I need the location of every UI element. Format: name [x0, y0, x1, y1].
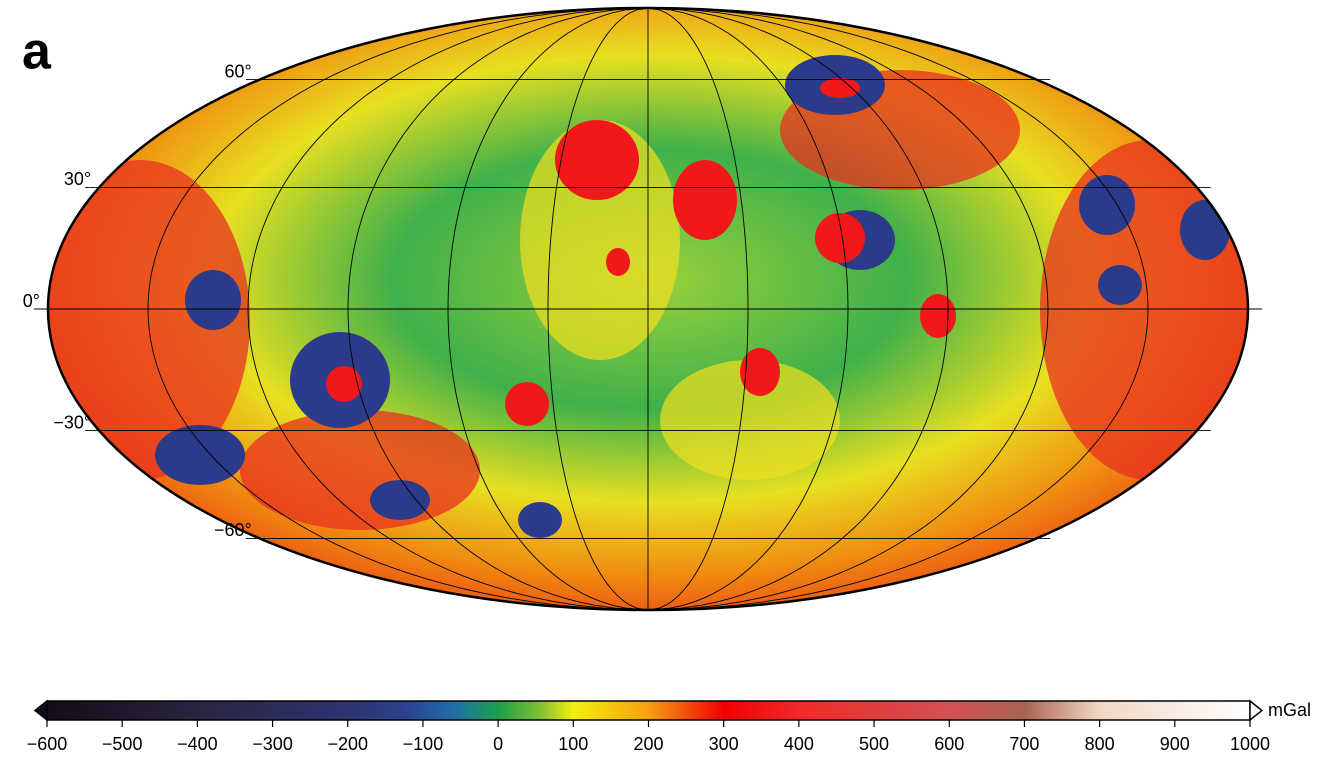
lat-label: 60° [224, 61, 251, 81]
lat-label: −60° [214, 520, 252, 540]
colorbar-tick-label: −600 [27, 734, 68, 754]
colorbar-tick-label: 900 [1160, 734, 1190, 754]
colorbar-unit: mGal [1268, 700, 1311, 720]
colorbar-tick-label: 1000 [1230, 734, 1270, 754]
colorbar-tick-label: 200 [633, 734, 663, 754]
colorbar-tick-label: 300 [709, 734, 739, 754]
lat-label: 0° [23, 291, 40, 311]
colorbar-tick-label: −100 [403, 734, 444, 754]
colorbar-tick-label: 100 [558, 734, 588, 754]
colorbar-tick-label: 500 [859, 734, 889, 754]
colorbar-tick-label: 800 [1085, 734, 1115, 754]
colorbar-low-arrow [33, 699, 48, 722]
panel-label: a [22, 23, 52, 81]
colorbar-tick-label: 0 [493, 734, 503, 754]
lat-label: −30° [53, 412, 91, 432]
colorbar-tick-label: −400 [177, 734, 218, 754]
colorbar-high-arrow [1249, 699, 1264, 722]
colorbar-tick-label: −300 [252, 734, 293, 754]
colorbar-tick-label: 600 [934, 734, 964, 754]
colorbar-tick-label: −500 [102, 734, 143, 754]
lat-label: 30° [64, 169, 91, 189]
colorbar-tick-label: 700 [1009, 734, 1039, 754]
colorbar: mGal −600 −500 −400 −300 −200 −100 0 100 200 300 4… [27, 699, 1311, 754]
colorbar-tick-label: −200 [327, 734, 368, 754]
colorbar-tick-label: 400 [784, 734, 814, 754]
colorbar-ramp [46, 700, 1251, 721]
graticule: 60° 30° 0° −30° −60° [23, 7, 1262, 611]
